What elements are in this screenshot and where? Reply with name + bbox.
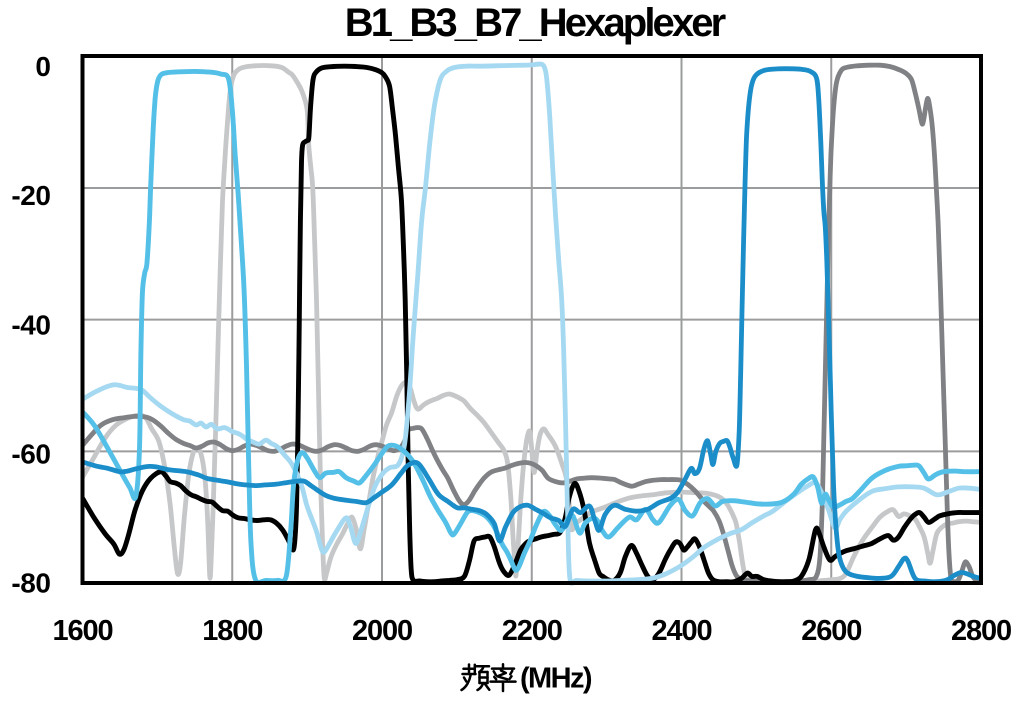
- svg-text:1800: 1800: [202, 615, 262, 647]
- svg-text:2600: 2600: [801, 615, 861, 647]
- svg-text:2000: 2000: [352, 615, 412, 647]
- svg-text:-20: -20: [11, 180, 50, 211]
- svg-text:(MHz): (MHz): [520, 663, 592, 695]
- svg-text:-40: -40: [11, 309, 50, 340]
- svg-text:2800: 2800: [951, 615, 1011, 647]
- svg-text:0: 0: [35, 51, 50, 82]
- svg-text:2200: 2200: [502, 615, 562, 647]
- svg-text:2400: 2400: [651, 615, 711, 647]
- svg-text:-60: -60: [11, 438, 50, 469]
- svg-text:1600: 1600: [52, 615, 112, 647]
- svg-text:B1_B3_B7_Hexaplexer: B1_B3_B7_Hexaplexer: [345, 1, 726, 45]
- svg-text:-80: -80: [11, 568, 50, 599]
